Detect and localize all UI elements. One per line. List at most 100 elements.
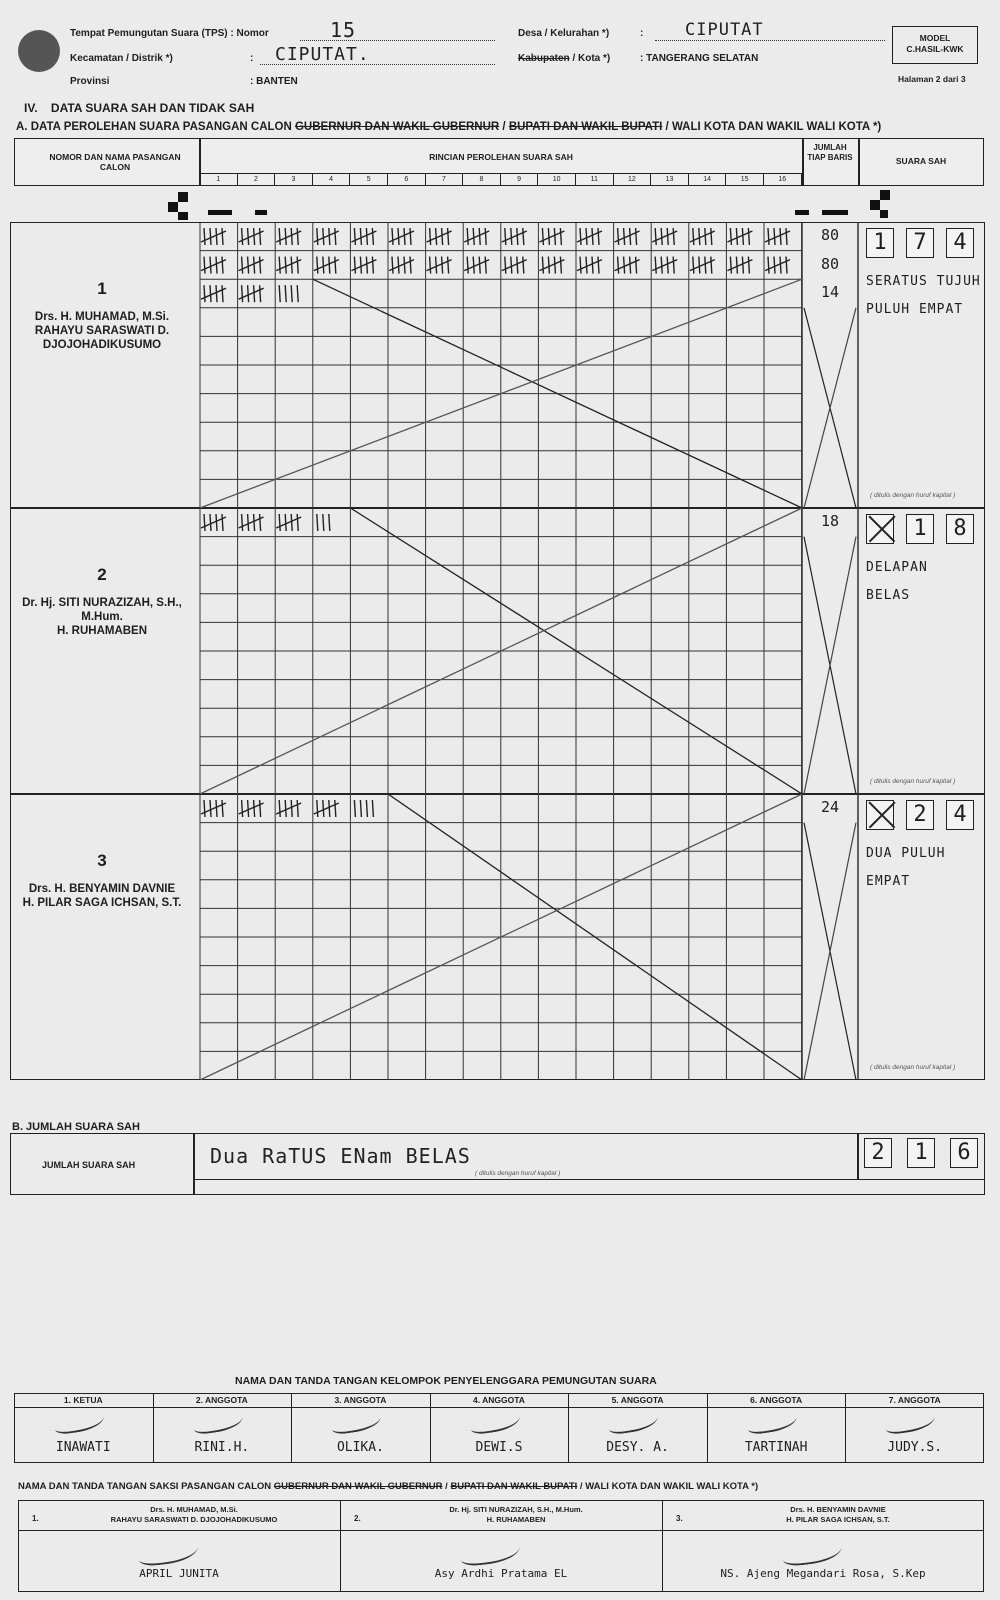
tally-mark bbox=[689, 227, 716, 246]
candidate-name-1: Drs. H. MUHAMAD, M.Si. bbox=[34, 311, 170, 323]
kpps-table bbox=[14, 1393, 984, 1463]
subtitle-strike-gubernur: GUBERNUR DAN WAKIL GUBERNUR bbox=[294, 121, 500, 133]
kpps-role: 4. ANGGOTA bbox=[429, 1395, 569, 1408]
vote-words: DELAPAN bbox=[866, 560, 928, 575]
tally-mark bbox=[200, 799, 227, 818]
tally-mark bbox=[316, 513, 331, 532]
saksi-pair-2: RAHAYU SARASWATI D. DJOJOHADIKUSUMO bbox=[110, 1515, 278, 1524]
tally-mark bbox=[200, 256, 227, 274]
grid-line bbox=[387, 794, 803, 1080]
saksi-divider bbox=[340, 1500, 341, 1592]
tally-mark bbox=[689, 256, 716, 274]
row-total: 18 bbox=[820, 512, 840, 530]
header-divider-2 bbox=[802, 138, 804, 186]
tally-mark bbox=[275, 799, 302, 818]
section-b-divider-2 bbox=[857, 1133, 859, 1179]
subtitle-prefix: A. DATA PEROLEHAN SUARA PASANGAN CALON bbox=[16, 121, 295, 133]
desa-underline bbox=[655, 40, 885, 41]
saksi-no: 1. bbox=[32, 1514, 39, 1523]
kpps-divider bbox=[845, 1393, 847, 1463]
candidate-number: 1 bbox=[97, 279, 107, 298]
kpps-title: NAMA DAN TANDA TANGAN KELOMPOK PENYELENG… bbox=[235, 1375, 657, 1387]
tally-mark bbox=[463, 227, 490, 246]
section-b-digit-1: 2 bbox=[864, 1138, 892, 1168]
tally-mark bbox=[764, 256, 791, 274]
page-indicator: Halaman 2 dari 3 bbox=[898, 74, 966, 84]
desa-value: CIPUTAT bbox=[685, 20, 764, 40]
saksi-name: Asy Ardhi Pratama EL bbox=[434, 1567, 568, 1580]
vote-digit-box: 8 bbox=[946, 514, 974, 544]
saksi-header-line bbox=[662, 1530, 984, 1531]
tally-mark bbox=[238, 256, 264, 274]
candidate-name-cell: 2 Dr. Hj. SITI NURAZIZAH, S.H., M.Hum. H. … bbox=[12, 566, 192, 638]
tally-mark bbox=[651, 227, 678, 246]
column-number: 10 bbox=[538, 174, 576, 186]
kecamatan-underline bbox=[260, 64, 495, 65]
saksi-divider bbox=[662, 1500, 663, 1592]
kabupaten-label: Kabupaten bbox=[518, 53, 570, 64]
model-line1: MODEL bbox=[919, 33, 951, 43]
grid-line bbox=[199, 508, 803, 794]
saksi-pair-2: H. RUHAMABEN bbox=[486, 1515, 546, 1524]
provinsi-value: : BANTEN bbox=[250, 76, 298, 87]
section-b-title: B. JUMLAH SUARA SAH bbox=[12, 1121, 140, 1133]
saksi-pair-2: H. PILAR SAGA ICHSAN, S.T. bbox=[786, 1515, 890, 1524]
subtitle-sep: / bbox=[499, 121, 509, 133]
candidate-block bbox=[10, 222, 985, 508]
kpps-name: OLIKA. bbox=[336, 1440, 384, 1455]
desa-label: Desa / Kelurahan *) bbox=[518, 28, 610, 39]
kpps-name: JUDY.S. bbox=[887, 1440, 943, 1455]
column-number: 5 bbox=[350, 174, 388, 186]
kpps-name: INAWATI bbox=[55, 1440, 111, 1455]
tally-mark bbox=[238, 513, 264, 532]
capital-note: ( ditulis dengan huruf kapital ) bbox=[870, 492, 956, 499]
tally-mark bbox=[200, 285, 227, 303]
candidate-name-2: H. PILAR SAGA ICHSAN, S.T. bbox=[22, 897, 182, 909]
table-header-col4: SUARA SAH bbox=[895, 156, 947, 166]
grid-line bbox=[350, 508, 803, 794]
candidate-name-cell: 3 Drs. H. BENYAMIN DAVNIE H. PILAR SAGA IC… bbox=[12, 852, 192, 910]
table-header-col3: JUMLAH TIAP BARIS bbox=[807, 143, 853, 162]
grid-line bbox=[803, 822, 857, 1080]
kpps-divider bbox=[706, 1393, 708, 1463]
column-number: 16 bbox=[764, 174, 802, 186]
section-b-label: JUMLAH SUARA SAH bbox=[42, 1160, 136, 1170]
row-total: 14 bbox=[820, 283, 840, 302]
candidate-block bbox=[10, 508, 985, 794]
table-header-col1: NOMOR DAN NAMA PASANGAN CALON bbox=[49, 152, 181, 172]
kpps-role: 1. KETUA bbox=[14, 1395, 153, 1408]
kecamatan-value: CIPUTAT. bbox=[275, 44, 370, 65]
tally-mark bbox=[238, 799, 264, 818]
tally-mark bbox=[200, 227, 227, 246]
column-number: 2 bbox=[238, 174, 276, 186]
row-total: 80 bbox=[820, 226, 840, 244]
subtitle-strike-bupati: BUPATI DAN WAKIL BUPATI bbox=[508, 121, 663, 133]
table-header-col2: RINCIAN PEROLEHAN SUARA SAH bbox=[429, 152, 573, 162]
vote-digit-box: 4 bbox=[946, 228, 974, 258]
section-b-digit-2: 1 bbox=[907, 1138, 935, 1168]
kpps-divider bbox=[568, 1393, 570, 1463]
kpps-role: 5. ANGGOTA bbox=[568, 1395, 707, 1408]
vote-digit-box: 2 bbox=[906, 800, 934, 830]
grid-line bbox=[199, 794, 803, 1080]
column-number: 4 bbox=[313, 174, 351, 186]
tally-mark bbox=[501, 256, 528, 274]
saksi-no: 3. bbox=[676, 1514, 683, 1523]
tally-mark bbox=[614, 256, 640, 274]
kota-value: : TANGERANG SELATAN bbox=[640, 53, 759, 64]
kecamatan-colon: : bbox=[250, 53, 254, 64]
vote-digit-box: 4 bbox=[946, 800, 974, 830]
tally-mark bbox=[313, 256, 340, 274]
tally-mark bbox=[614, 227, 640, 246]
section-b-words: Dua RaTUS ENam BELAS bbox=[210, 1144, 471, 1168]
header-divider-1 bbox=[199, 138, 201, 186]
tally-mark bbox=[388, 256, 415, 274]
kpps-divider bbox=[152, 1393, 154, 1463]
section-b-bottom-line bbox=[193, 1179, 985, 1180]
candidate-name-1: Dr. Hj. SITI NURAZIZAH, S.H., M.Hum. bbox=[22, 597, 182, 623]
section-title: IV. DATA SUARA SAH DAN TIDAK SAH bbox=[24, 101, 255, 115]
capital-note: ( ditulis dengan huruf kapital ) bbox=[870, 778, 956, 785]
tally-mark bbox=[388, 227, 415, 246]
tps-label: Tempat Pemungutan Suara (TPS) : Nomor bbox=[70, 28, 269, 39]
column-number: 7 bbox=[426, 174, 464, 186]
